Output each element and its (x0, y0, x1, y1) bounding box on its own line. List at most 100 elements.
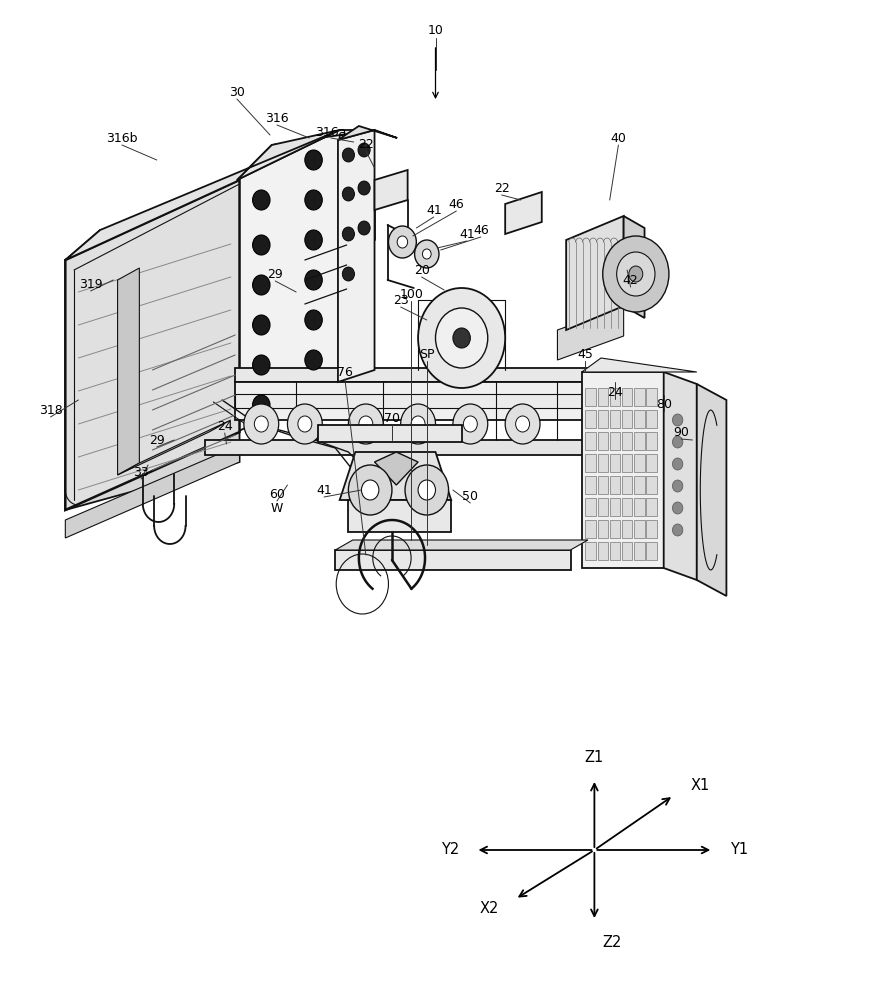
Polygon shape (338, 126, 397, 140)
Text: 46: 46 (449, 198, 464, 211)
Text: 20: 20 (414, 263, 429, 276)
Bar (585, 476, 596, 494)
Circle shape (411, 416, 425, 432)
Text: 50: 50 (463, 489, 478, 502)
Bar (622, 410, 632, 428)
Bar (622, 388, 632, 406)
Bar (598, 432, 608, 450)
Text: 22: 22 (358, 137, 374, 150)
Circle shape (253, 355, 270, 375)
Text: X2: X2 (479, 901, 499, 916)
Text: 33: 33 (133, 466, 149, 479)
Bar (646, 432, 657, 450)
Text: 90: 90 (673, 426, 689, 438)
Bar (598, 476, 608, 494)
Bar (598, 454, 608, 472)
Circle shape (418, 288, 505, 388)
Circle shape (453, 328, 470, 348)
Bar (610, 476, 620, 494)
Circle shape (453, 404, 488, 444)
Polygon shape (118, 420, 231, 475)
Text: 60: 60 (269, 488, 285, 500)
Text: 29: 29 (267, 267, 283, 280)
Bar (585, 542, 596, 560)
Bar (646, 388, 657, 406)
Polygon shape (375, 452, 418, 485)
Circle shape (253, 190, 270, 210)
Text: 10: 10 (428, 23, 443, 36)
Bar (585, 454, 596, 472)
Bar (634, 542, 645, 560)
Circle shape (253, 395, 270, 415)
Circle shape (358, 221, 370, 235)
Circle shape (358, 143, 370, 157)
Text: 70: 70 (384, 412, 400, 424)
Text: Y2: Y2 (441, 842, 459, 857)
Polygon shape (237, 130, 375, 180)
Polygon shape (65, 180, 240, 510)
Circle shape (617, 252, 655, 296)
Circle shape (305, 310, 322, 330)
Bar (634, 498, 645, 516)
Circle shape (397, 236, 408, 248)
Text: 319: 319 (78, 277, 103, 290)
Text: 22: 22 (494, 182, 510, 194)
Bar (646, 498, 657, 516)
Bar (622, 476, 632, 494)
Circle shape (305, 150, 322, 170)
Bar (610, 388, 620, 406)
Circle shape (418, 480, 436, 500)
Bar (646, 454, 657, 472)
Bar (610, 432, 620, 450)
Polygon shape (318, 425, 462, 442)
Bar (598, 542, 608, 560)
Text: 80: 80 (656, 397, 672, 410)
Polygon shape (505, 192, 542, 234)
Polygon shape (348, 500, 451, 532)
Text: 316b: 316b (106, 131, 138, 144)
Text: W: W (271, 502, 283, 514)
Polygon shape (697, 384, 726, 596)
Text: 100: 100 (399, 288, 423, 300)
Circle shape (359, 416, 373, 432)
Circle shape (305, 230, 322, 250)
Polygon shape (65, 130, 340, 260)
Circle shape (287, 404, 322, 444)
Bar (646, 542, 657, 560)
Circle shape (348, 404, 383, 444)
Circle shape (361, 480, 379, 500)
Circle shape (463, 416, 477, 432)
Polygon shape (664, 372, 697, 580)
Bar (610, 454, 620, 472)
Circle shape (298, 416, 312, 432)
Circle shape (253, 315, 270, 335)
Circle shape (305, 270, 322, 290)
Polygon shape (237, 130, 340, 432)
Bar (622, 454, 632, 472)
Bar (622, 498, 632, 516)
Bar (634, 476, 645, 494)
Text: 45: 45 (577, 348, 593, 360)
Circle shape (253, 275, 270, 295)
Polygon shape (338, 130, 375, 382)
Polygon shape (624, 216, 645, 318)
Bar (585, 498, 596, 516)
Bar (610, 410, 620, 428)
Circle shape (415, 240, 439, 268)
Bar (585, 410, 596, 428)
Text: 76: 76 (337, 365, 353, 378)
Polygon shape (582, 358, 697, 372)
Bar (610, 498, 620, 516)
Text: 318: 318 (38, 403, 63, 416)
Polygon shape (205, 440, 627, 455)
Text: 41: 41 (426, 204, 442, 217)
Polygon shape (235, 394, 627, 408)
Bar (634, 454, 645, 472)
Bar (634, 520, 645, 538)
Polygon shape (335, 540, 588, 550)
Text: 316a: 316a (315, 125, 347, 138)
Bar (634, 410, 645, 428)
Bar (646, 410, 657, 428)
Polygon shape (118, 268, 139, 475)
Circle shape (358, 181, 370, 195)
